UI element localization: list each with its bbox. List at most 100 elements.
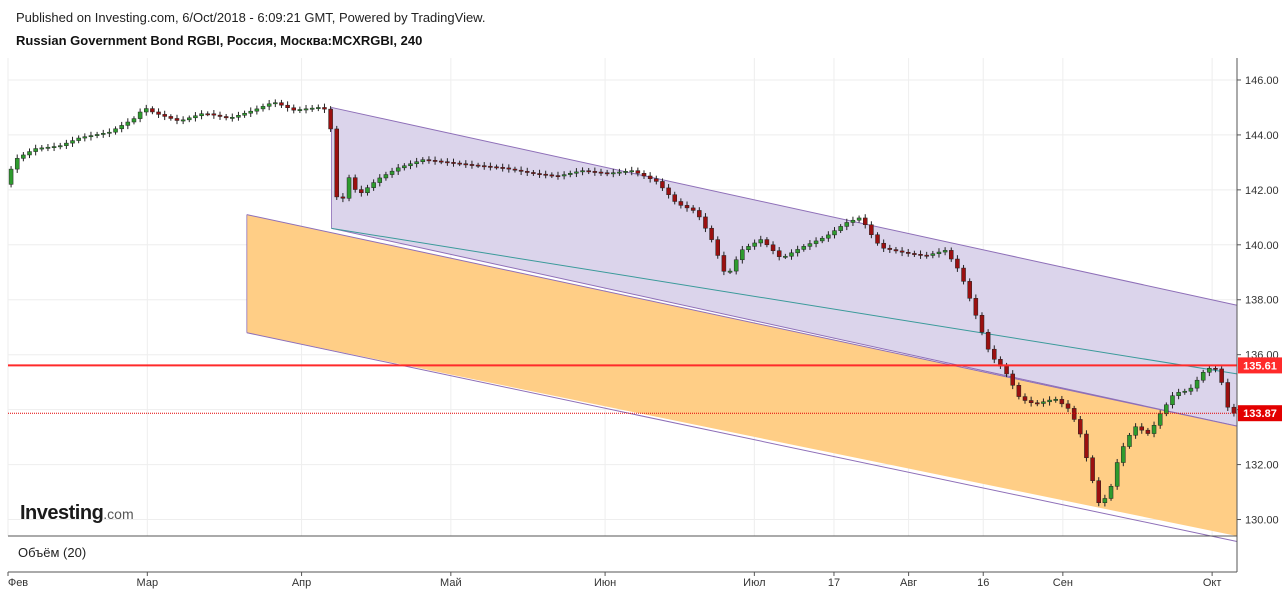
x-tick-label: Мар bbox=[137, 577, 159, 589]
candle-up bbox=[733, 259, 739, 272]
candle-down bbox=[494, 166, 499, 169]
candle-down bbox=[598, 171, 604, 174]
candle-down bbox=[359, 189, 364, 194]
candle-up bbox=[1157, 413, 1163, 426]
candle-up bbox=[88, 135, 94, 138]
x-tick-label: Май bbox=[440, 577, 462, 589]
candle-down bbox=[912, 253, 917, 255]
candle-up bbox=[1127, 434, 1132, 447]
x-tick-label: Авг bbox=[900, 577, 917, 589]
candle-down bbox=[481, 165, 487, 168]
candle-down bbox=[279, 102, 284, 106]
published-caption: Published on Investing.com, 6/Oct/2018 -… bbox=[16, 10, 486, 25]
candle-down bbox=[1084, 433, 1089, 459]
candle-down bbox=[905, 252, 911, 254]
y-tick-label: 146.00 bbox=[1245, 75, 1279, 87]
candle-down bbox=[322, 107, 327, 110]
channel-fill-0 bbox=[331, 107, 1238, 427]
candle-up bbox=[574, 171, 579, 174]
candle-down bbox=[1065, 403, 1071, 409]
axes-layer bbox=[8, 58, 1238, 573]
candle-down bbox=[469, 164, 475, 166]
candle-up bbox=[346, 177, 352, 199]
candle-up bbox=[76, 137, 81, 141]
candle-up bbox=[236, 115, 241, 118]
candle-up bbox=[107, 131, 112, 134]
candle-down bbox=[488, 165, 493, 168]
candle-up bbox=[27, 151, 32, 156]
candle-up bbox=[57, 145, 63, 148]
candle-up bbox=[758, 239, 764, 244]
candle-down bbox=[451, 162, 456, 164]
candle-up bbox=[838, 226, 843, 231]
candle-up bbox=[746, 246, 751, 250]
candle-up bbox=[45, 146, 51, 149]
candle-down bbox=[586, 170, 591, 173]
candle-up bbox=[1194, 379, 1200, 389]
candle-down bbox=[887, 247, 893, 250]
candle-down bbox=[973, 298, 979, 316]
volume-label: Объём (20) bbox=[18, 545, 87, 560]
candle-up bbox=[623, 171, 628, 173]
candle-down bbox=[869, 224, 874, 235]
candle-up bbox=[617, 171, 622, 174]
candle-down bbox=[985, 331, 991, 350]
candle-up bbox=[801, 246, 807, 250]
candle-down bbox=[1035, 402, 1040, 405]
x-tick-label: 17 bbox=[828, 577, 840, 589]
candle-down bbox=[555, 175, 561, 177]
candle-up bbox=[21, 154, 26, 159]
price-tag-1: 133.87 bbox=[1243, 408, 1277, 420]
candle-up bbox=[1108, 486, 1114, 499]
candle-up bbox=[273, 102, 278, 105]
candle-down bbox=[328, 108, 333, 130]
candle-up bbox=[180, 119, 186, 122]
candle-up bbox=[377, 177, 383, 183]
candle-up bbox=[100, 133, 106, 135]
candle-up bbox=[561, 174, 567, 177]
candle-down bbox=[654, 178, 659, 182]
candle-down bbox=[961, 267, 966, 282]
candle-up bbox=[51, 146, 57, 148]
candle-up bbox=[402, 165, 407, 169]
candle-up bbox=[131, 118, 137, 123]
candle-up bbox=[813, 240, 819, 244]
candle-down bbox=[168, 116, 174, 119]
candle-up bbox=[1053, 399, 1058, 401]
candle-up bbox=[33, 148, 38, 152]
candle-down bbox=[918, 254, 923, 256]
y-axis-ticks: 146.00144.00142.00140.00138.00136.00134.… bbox=[1237, 75, 1279, 527]
candle-up bbox=[1041, 401, 1046, 404]
candle-up bbox=[1151, 425, 1157, 434]
channels-layer bbox=[246, 106, 1238, 542]
trend-line-layer bbox=[331, 227, 1238, 375]
candle-down bbox=[1004, 365, 1009, 375]
candle-down bbox=[721, 255, 727, 272]
candle-down bbox=[1090, 457, 1095, 481]
candle-down bbox=[543, 173, 548, 176]
candle-down bbox=[647, 175, 653, 179]
candle-down bbox=[770, 244, 776, 251]
candle-down bbox=[506, 167, 512, 170]
candle-up bbox=[832, 230, 837, 236]
candle-up bbox=[795, 249, 800, 254]
candle-down bbox=[1078, 419, 1083, 435]
trend-line bbox=[331, 227, 1238, 375]
candle-down bbox=[217, 114, 223, 117]
candle-up bbox=[1114, 462, 1120, 487]
price-tag-0: 135.61 bbox=[1243, 360, 1277, 372]
candle-up bbox=[826, 234, 831, 239]
investing-logo: Investing.com bbox=[20, 502, 134, 524]
candle-down bbox=[1071, 408, 1077, 420]
candle-up bbox=[611, 172, 616, 175]
candle-up bbox=[144, 108, 149, 113]
candle-down bbox=[666, 187, 671, 195]
candle-down bbox=[1231, 406, 1237, 414]
x-tick-label: Июл bbox=[743, 577, 765, 589]
price-tag-bg-0 bbox=[1238, 357, 1282, 374]
candle-down bbox=[156, 111, 161, 115]
candle-down bbox=[475, 164, 481, 167]
candle-up bbox=[113, 128, 118, 133]
candle-down bbox=[697, 210, 702, 218]
